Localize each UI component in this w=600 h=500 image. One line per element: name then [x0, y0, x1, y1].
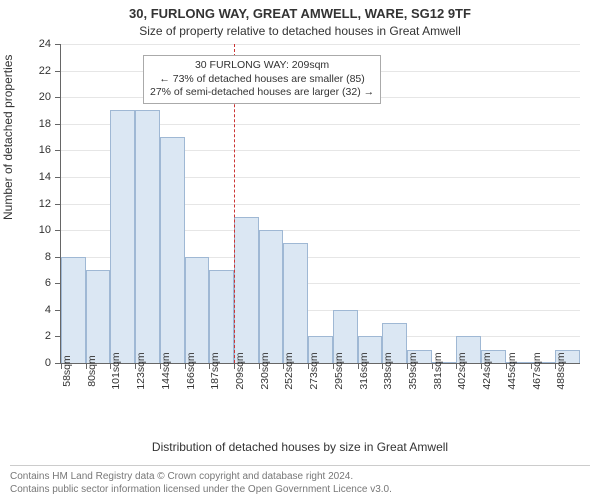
y-tick — [55, 177, 61, 178]
annotation-line2: ← 73% of detached houses are smaller (85… — [150, 73, 374, 87]
y-axis-label: Number of detached properties — [1, 55, 15, 220]
x-tick-label: 209sqm — [234, 352, 246, 389]
footer-line2: Contains public sector information licen… — [10, 483, 590, 496]
property-size-histogram: 30, FURLONG WAY, GREAT AMWELL, WARE, SG1… — [0, 0, 600, 500]
y-tick-label: 10 — [39, 224, 51, 236]
histogram-bar — [110, 110, 135, 363]
y-tick-label: 6 — [45, 277, 51, 289]
y-tick — [55, 150, 61, 151]
x-tick-label: 488sqm — [555, 352, 567, 389]
histogram-bar — [160, 137, 185, 363]
footer-line1: Contains HM Land Registry data © Crown c… — [10, 470, 590, 483]
histogram-bar — [61, 257, 86, 363]
x-tick-label: 402sqm — [456, 352, 468, 389]
x-tick-label: 123sqm — [135, 352, 147, 389]
y-tick — [55, 71, 61, 72]
x-tick-label: 166sqm — [185, 352, 197, 389]
x-tick-label: 316sqm — [358, 352, 370, 389]
y-tick-label: 14 — [39, 171, 51, 183]
y-tick-label: 24 — [39, 38, 51, 50]
y-tick-label: 8 — [45, 251, 51, 263]
y-tick-label: 12 — [39, 198, 51, 210]
x-tick-label: 338sqm — [382, 352, 394, 389]
x-tick-label: 295sqm — [333, 352, 345, 389]
annotation-box: 30 FURLONG WAY: 209sqm ← 73% of detached… — [143, 55, 381, 104]
x-tick-label: 359sqm — [407, 352, 419, 389]
histogram-bar — [86, 270, 111, 363]
y-tick — [55, 230, 61, 231]
y-tick — [55, 97, 61, 98]
x-tick-label: 381sqm — [432, 352, 444, 389]
x-tick-label: 424sqm — [481, 352, 493, 389]
x-tick-label: 252sqm — [283, 352, 295, 389]
chart-footer: Contains HM Land Registry data © Crown c… — [10, 465, 590, 496]
histogram-bar — [185, 257, 210, 363]
histogram-bar — [234, 217, 259, 363]
y-tick-label: 4 — [45, 304, 51, 316]
y-tick — [55, 44, 61, 45]
x-tick-label: 80sqm — [86, 355, 98, 387]
x-tick-label: 467sqm — [531, 352, 543, 389]
x-axis-label: Distribution of detached houses by size … — [0, 440, 600, 454]
x-tick-label: 187sqm — [209, 352, 221, 389]
histogram-bar — [283, 243, 308, 363]
gridline-h — [61, 44, 580, 45]
histogram-bar — [259, 230, 284, 363]
x-tick-label: 58sqm — [61, 355, 73, 387]
y-tick-label: 0 — [45, 357, 51, 369]
chart-title-line1: 30, FURLONG WAY, GREAT AMWELL, WARE, SG1… — [0, 6, 600, 21]
x-tick-label: 230sqm — [259, 352, 271, 389]
y-tick — [55, 204, 61, 205]
x-tick-label: 445sqm — [506, 352, 518, 389]
y-tick-label: 22 — [39, 65, 51, 77]
y-tick — [55, 124, 61, 125]
y-tick-label: 16 — [39, 144, 51, 156]
histogram-bar — [209, 270, 234, 363]
plot-area: 02468101214161820222458sqm80sqm101sqm123… — [60, 44, 580, 364]
histogram-bar — [135, 110, 160, 363]
x-tick-label: 273sqm — [308, 352, 320, 389]
annotation-line3: 27% of semi-detached houses are larger (… — [150, 86, 374, 100]
chart-title-line2: Size of property relative to detached ho… — [0, 24, 600, 38]
x-tick-label: 144sqm — [160, 352, 172, 389]
y-tick-label: 20 — [39, 91, 51, 103]
annotation-line1: 30 FURLONG WAY: 209sqm — [150, 59, 374, 73]
y-tick-label: 2 — [45, 330, 51, 342]
x-tick-label: 101sqm — [110, 352, 122, 389]
y-tick-label: 18 — [39, 118, 51, 130]
